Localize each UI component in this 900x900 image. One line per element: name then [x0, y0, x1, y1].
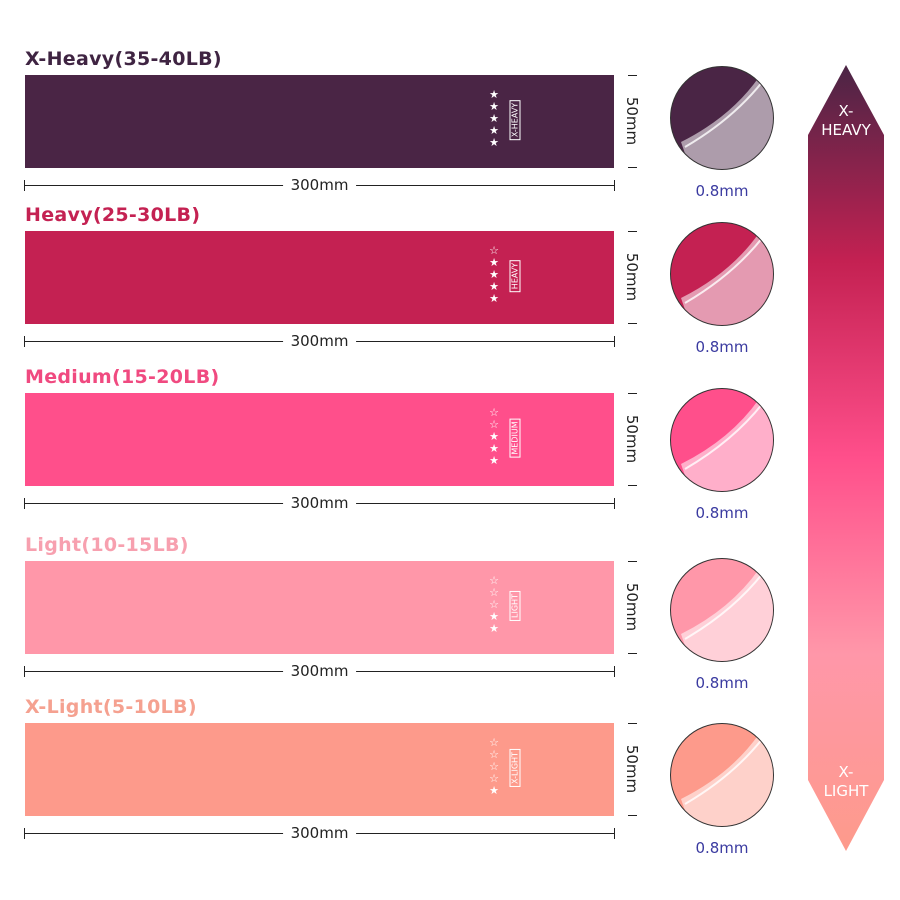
length-dimension: 300mm	[24, 662, 615, 680]
width-label: 50mm	[623, 252, 641, 302]
star-filled-icon: ★	[489, 622, 499, 635]
strength-stars: ★ ☆ ☆ ☆ ☆	[487, 737, 501, 797]
band-level-label: LIGHT	[509, 591, 521, 621]
star-empty-icon: ☆	[489, 244, 499, 257]
width-label: 50mm	[623, 414, 641, 464]
star-filled-icon: ★	[489, 430, 499, 443]
star-filled-icon: ★	[489, 454, 499, 467]
band-tag: ★ ★ ★ ★ ☆ HEAVY	[487, 245, 527, 307]
scale-bottom-label: X- LIGHT	[808, 763, 884, 801]
thickness-closeup	[670, 388, 774, 492]
length-dimension: 300mm	[24, 332, 615, 350]
band-swatch: ★ ☆ ☆ ☆ ☆ X-LIGHT	[25, 723, 614, 816]
band-swatch: ★ ★ ☆ ☆ ☆ LIGHT	[25, 561, 614, 654]
width-dimension: 50mm	[620, 723, 644, 816]
star-filled-icon: ★	[489, 442, 499, 455]
star-empty-icon: ☆	[489, 598, 499, 611]
band-level-label: X-LIGHT	[509, 749, 521, 787]
star-empty-icon: ☆	[489, 586, 499, 599]
star-filled-icon: ★	[489, 784, 499, 797]
width-dimension: 50mm	[620, 561, 644, 654]
star-empty-icon: ☆	[489, 418, 499, 431]
band-title: X-Light(5-10LB)	[25, 696, 197, 718]
length-dimension: 300mm	[24, 824, 615, 842]
star-filled-icon: ★	[489, 610, 499, 623]
thickness-closeup	[670, 222, 774, 326]
strength-stars: ★ ★ ★ ☆ ☆	[487, 407, 501, 467]
star-filled-icon: ★	[489, 124, 499, 137]
star-empty-icon: ☆	[489, 574, 499, 587]
resistance-scale-arrow	[808, 65, 884, 851]
star-filled-icon: ★	[489, 100, 499, 113]
thickness-label: 0.8mm	[695, 839, 749, 857]
star-filled-icon: ★	[489, 280, 499, 293]
star-empty-icon: ☆	[489, 406, 499, 419]
star-empty-icon: ☆	[489, 736, 499, 749]
band-level-label: X-HEAVY	[509, 99, 521, 141]
width-dimension: 50mm	[620, 393, 644, 486]
thickness-label: 0.8mm	[695, 182, 749, 200]
star-filled-icon: ★	[489, 256, 499, 269]
band-tag: ★ ★ ★ ☆ ☆ MEDIUM	[487, 407, 527, 469]
strength-stars: ★ ★ ☆ ☆ ☆	[487, 575, 501, 635]
thickness-closeup	[670, 558, 774, 662]
band-title: Light(10-15LB)	[25, 534, 189, 556]
thickness-label: 0.8mm	[695, 674, 749, 692]
width-dimension: 50mm	[620, 75, 644, 168]
width-label: 50mm	[623, 744, 641, 794]
star-filled-icon: ★	[489, 136, 499, 149]
band-swatch: ★ ★ ★ ☆ ☆ MEDIUM	[25, 393, 614, 486]
band-level-label: HEAVY	[509, 259, 521, 293]
scale-top-label: X- HEAVY	[808, 102, 884, 140]
length-dimension: 300mm	[24, 176, 615, 194]
band-tag: ★ ☆ ☆ ☆ ☆ X-LIGHT	[487, 737, 527, 799]
band-tag: ★ ★ ☆ ☆ ☆ LIGHT	[487, 575, 527, 637]
band-tag: ★ ★ ★ ★ ★ X-HEAVY	[487, 89, 527, 151]
star-empty-icon: ☆	[489, 748, 499, 761]
band-swatch: ★ ★ ★ ★ ☆ HEAVY	[25, 231, 614, 324]
band-title: X-Heavy(35-40LB)	[25, 48, 222, 70]
width-label: 50mm	[623, 582, 641, 632]
thickness-label: 0.8mm	[695, 504, 749, 522]
star-filled-icon: ★	[489, 88, 499, 101]
scale-top-line1: X-	[838, 102, 854, 120]
thickness-closeup	[670, 723, 774, 827]
length-label: 300mm	[282, 824, 357, 842]
length-label: 300mm	[282, 176, 357, 194]
strength-stars: ★ ★ ★ ★ ★	[487, 89, 501, 149]
length-label: 300mm	[282, 662, 357, 680]
scale-bottom-line2: LIGHT	[823, 782, 869, 800]
width-dimension: 50mm	[620, 231, 644, 324]
star-filled-icon: ★	[489, 112, 499, 125]
strength-stars: ★ ★ ★ ★ ☆	[487, 245, 501, 305]
star-filled-icon: ★	[489, 292, 499, 305]
star-empty-icon: ☆	[489, 760, 499, 773]
width-label: 50mm	[623, 96, 641, 146]
thickness-closeup	[670, 66, 774, 170]
thickness-label: 0.8mm	[695, 338, 749, 356]
length-label: 300mm	[282, 332, 357, 350]
length-dimension: 300mm	[24, 494, 615, 512]
star-filled-icon: ★	[489, 268, 499, 281]
band-swatch: ★ ★ ★ ★ ★ X-HEAVY	[25, 75, 614, 168]
scale-top-line2: HEAVY	[821, 121, 871, 139]
scale-bottom-line1: X-	[838, 763, 854, 781]
star-empty-icon: ☆	[489, 772, 499, 785]
band-title: Heavy(25-30LB)	[25, 204, 201, 226]
length-label: 300mm	[282, 494, 357, 512]
band-level-label: MEDIUM	[509, 418, 521, 458]
band-title: Medium(15-20LB)	[25, 366, 220, 388]
